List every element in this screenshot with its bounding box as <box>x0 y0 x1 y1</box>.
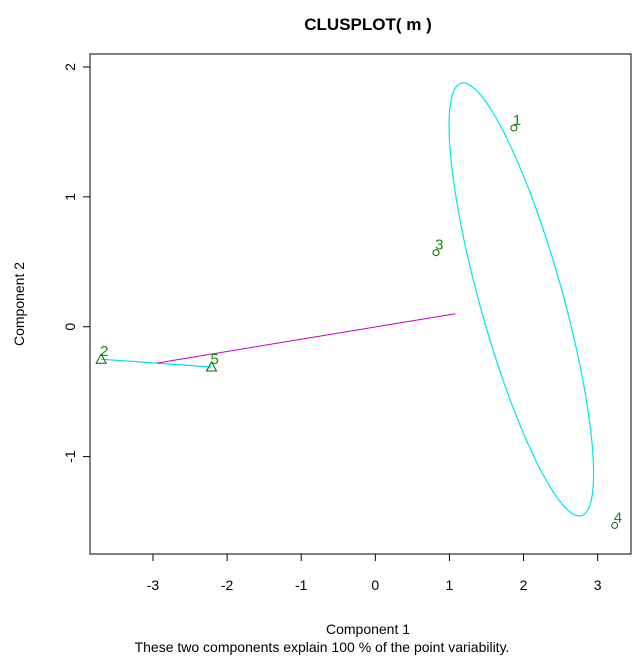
y-tick-label: 1 <box>62 193 78 201</box>
point-1-label: 1 <box>513 112 521 129</box>
point-4-label: 4 <box>614 509 622 526</box>
x-tick-label: -1 <box>295 577 308 593</box>
chart-title: CLUSPLOT( m ) <box>304 15 432 34</box>
point-4-marker <box>611 521 619 529</box>
plot-frame <box>89 53 632 555</box>
y-axis: -1 0 1 2 <box>62 63 91 463</box>
cluster-connector-line <box>156 313 456 364</box>
x-tick-label: 0 <box>371 577 379 593</box>
chart-subtitle: These two components explain 100 % of th… <box>135 639 510 655</box>
point-2-marker <box>95 353 107 364</box>
x-axis: -3 -2 -1 0 1 2 3 <box>147 553 602 593</box>
point-3-marker <box>432 249 440 257</box>
cluster-ellipse-1 <box>448 82 595 517</box>
point-3-label: 3 <box>435 237 443 254</box>
y-tick-label: 0 <box>62 323 78 331</box>
point-layer: 1 2 3 4 5 <box>95 112 622 529</box>
x-tick-label: -3 <box>147 577 160 593</box>
y-tick-label: 2 <box>62 63 78 71</box>
point-2-label: 2 <box>100 343 108 360</box>
y-tick-label: -1 <box>62 450 78 463</box>
x-tick-label: 1 <box>446 577 454 593</box>
cluster-segment-2 <box>101 358 212 368</box>
x-tick-label: 3 <box>594 577 602 593</box>
point-1-marker <box>510 124 518 132</box>
x-tick-label: 2 <box>520 577 528 593</box>
x-axis-title: Component 1 <box>326 621 410 637</box>
y-axis-title: Component 2 <box>11 262 27 346</box>
point-5-marker <box>205 360 218 372</box>
cluster-layer <box>101 82 595 517</box>
point-5-label: 5 <box>211 351 219 368</box>
x-tick-label: -2 <box>221 577 234 593</box>
